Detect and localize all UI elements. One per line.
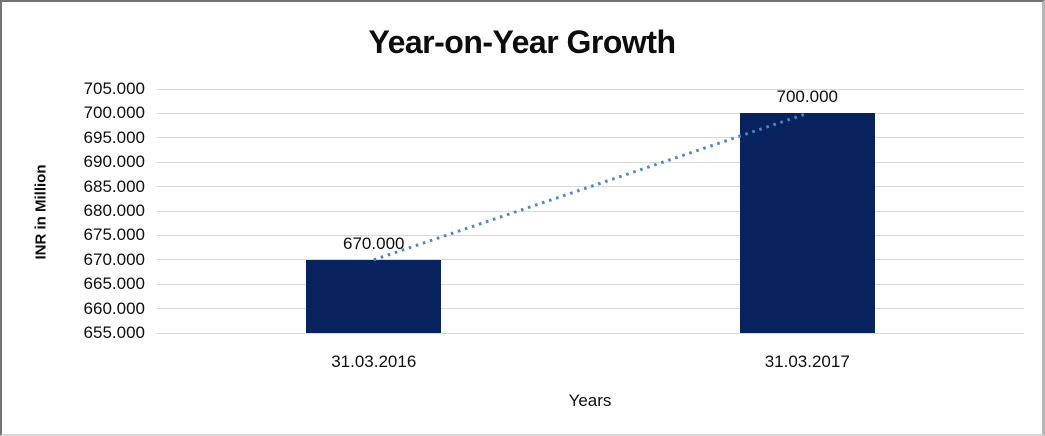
bar-31.03.2016 bbox=[306, 259, 442, 333]
x-tick-label: 31.03.2017 bbox=[764, 352, 850, 371]
chart-title: Year-on-Year Growth bbox=[368, 24, 676, 60]
gridline bbox=[157, 210, 1024, 212]
y-tick-label: 690.000 bbox=[83, 152, 145, 172]
y-tick-label: 655.000 bbox=[83, 323, 145, 342]
gridline bbox=[157, 308, 1024, 310]
gridline bbox=[157, 332, 1024, 334]
y-tick-label: 680.000 bbox=[83, 201, 145, 220]
gridline bbox=[157, 137, 1024, 139]
data-label: 670.000 bbox=[343, 233, 405, 253]
x-tick-label: 31.03.2016 bbox=[331, 352, 417, 371]
y-tick-label: 660.000 bbox=[83, 298, 145, 318]
y-tick-label: 670.000 bbox=[83, 249, 145, 269]
trendline-dotted bbox=[373, 111, 808, 262]
bar-31.03.2017 bbox=[739, 113, 875, 333]
data-label: 700.000 bbox=[776, 87, 838, 107]
y-tick-label: 665.000 bbox=[83, 274, 145, 294]
gridline bbox=[157, 234, 1024, 236]
gridline bbox=[157, 259, 1024, 261]
plot-area: 670.000 700.000 bbox=[157, 87, 1024, 334]
gridline bbox=[157, 283, 1024, 285]
x-axis-title: Years bbox=[568, 391, 612, 410]
y-tick-label: 675.000 bbox=[83, 225, 145, 245]
gridline bbox=[157, 186, 1024, 188]
gridline bbox=[157, 112, 1024, 114]
y-tick-label: 700.000 bbox=[83, 103, 145, 123]
gridline bbox=[157, 161, 1024, 163]
y-tick-label: 685.000 bbox=[83, 176, 145, 196]
y-tick-label: 705.000 bbox=[83, 79, 145, 98]
y-tick-label: 695.000 bbox=[83, 127, 145, 147]
gridline bbox=[157, 88, 1024, 90]
